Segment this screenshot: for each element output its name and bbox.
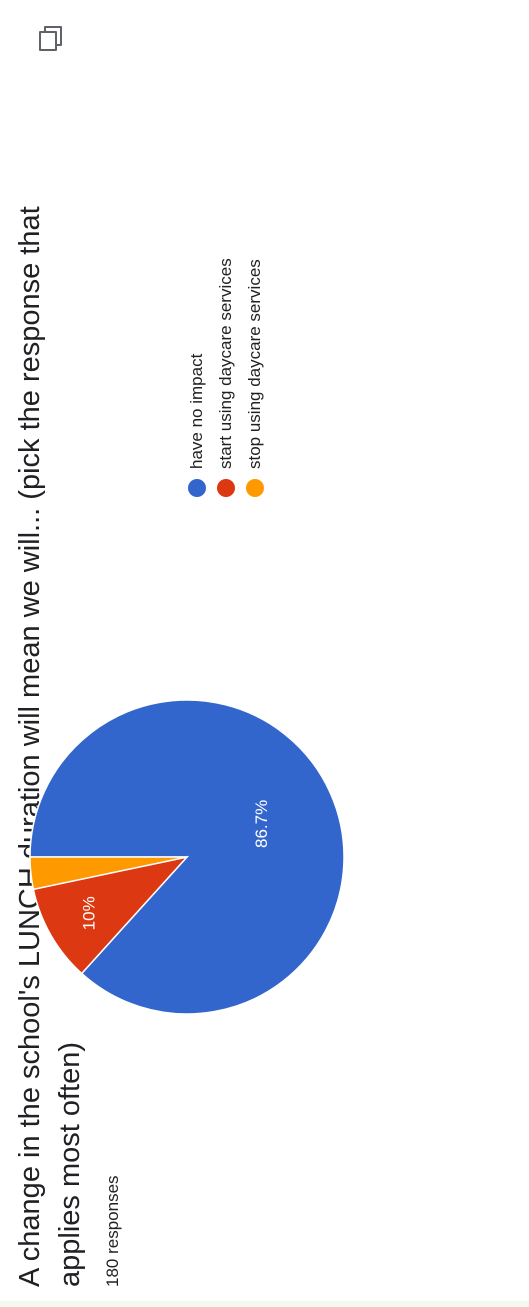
legend-item[interactable]: have no impact bbox=[182, 258, 211, 497]
legend-swatch-icon bbox=[245, 479, 264, 497]
legend-item[interactable]: stop using daycare services bbox=[240, 258, 269, 497]
legend-item[interactable]: start using daycare services bbox=[211, 258, 240, 497]
legend-swatch-icon bbox=[216, 479, 235, 497]
legend-label: start using daycare services bbox=[215, 258, 235, 469]
chart-legend: have no impact start using daycare servic… bbox=[182, 258, 269, 497]
pie-data-label: 10% bbox=[79, 896, 98, 930]
legend-label: stop using daycare services bbox=[244, 259, 264, 469]
pie-slice-stop-using-daycare-services[interactable] bbox=[29, 856, 188, 891]
legend-swatch-icon bbox=[187, 479, 206, 497]
pie-slice-start-using-daycare-services[interactable] bbox=[32, 855, 190, 975]
pie-data-label: 86.7% bbox=[252, 800, 271, 848]
legend-label: have no impact bbox=[186, 353, 206, 469]
